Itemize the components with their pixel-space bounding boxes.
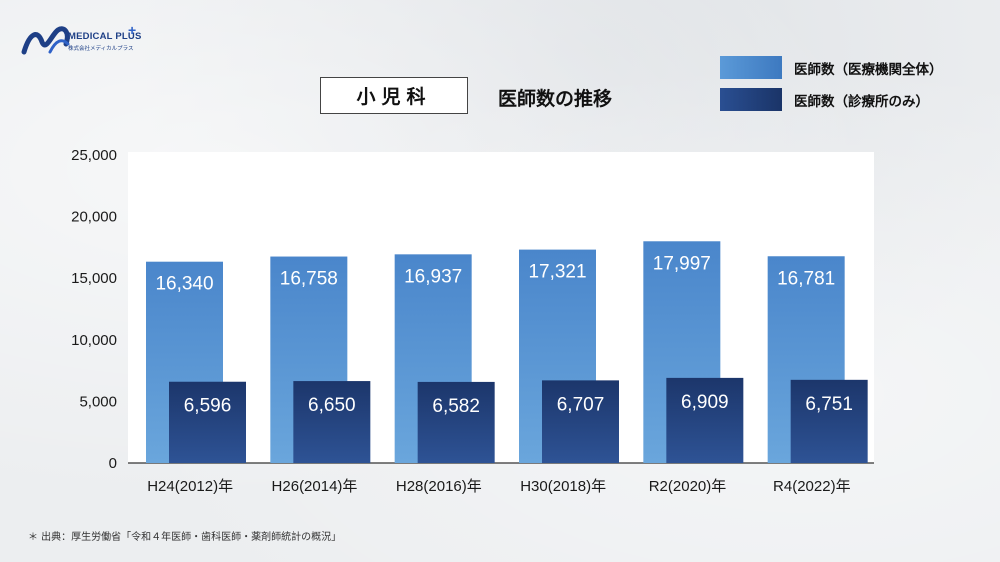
value-label-overall: 17,321: [528, 262, 586, 283]
bar-clinic: [542, 380, 619, 463]
bar-clinic: [790, 379, 868, 463]
legend-swatch-clinic: [720, 88, 782, 111]
x-tick-label: H24(2012)年: [147, 478, 233, 495]
value-label-clinic: 6,582: [432, 396, 480, 417]
logo-subtitle: 株式会社メディカルプラス: [68, 46, 134, 52]
x-tick-label: H26(2014)年: [272, 478, 358, 495]
bar-clinic: [666, 377, 744, 463]
value-label-overall: 16,781: [777, 268, 835, 289]
value-label-clinic: 6,596: [184, 396, 232, 417]
value-label-overall: 16,937: [404, 266, 462, 287]
value-label-overall: 17,997: [653, 253, 711, 274]
logo-plus: +: [128, 22, 137, 38]
value-label-overall: 16,340: [155, 274, 213, 295]
chart-title: 医師数の推移: [498, 88, 613, 110]
y-tick-label: 25,000: [71, 147, 117, 164]
value-label-clinic: 6,751: [805, 394, 853, 415]
logo-name: MEDICAL PLUS: [68, 31, 142, 42]
bar-clinic: [169, 381, 246, 463]
value-label-clinic: 6,650: [308, 395, 356, 416]
legend-item-clinic: 医師数（診療所のみ）: [720, 88, 929, 111]
source-note: ＊ 出典：厚生労働省「令和４年医師・歯科医師・薬剤師統計の概況」: [28, 532, 342, 543]
bar-clinic: [417, 381, 495, 463]
value-label-overall: 16,758: [280, 269, 338, 290]
legend-label-overall: 医師数（医療機関全体）: [794, 61, 943, 78]
department-label: 小児科: [320, 77, 468, 114]
bar-clinic: [293, 381, 371, 463]
legend-swatch-overall: [720, 56, 782, 79]
value-label-clinic: 6,707: [557, 394, 605, 415]
plot-area: [128, 152, 874, 463]
y-tick-label: 0: [109, 455, 117, 472]
y-tick-label: 10,000: [71, 332, 117, 349]
y-tick-label: 5,000: [79, 393, 117, 410]
y-tick-label: 20,000: [71, 209, 117, 226]
x-tick-label: H30(2018)年: [520, 478, 606, 495]
value-label-clinic: 6,909: [681, 392, 729, 413]
legend-item-overall: 医師数（医療機関全体）: [720, 56, 943, 79]
y-tick-label: 15,000: [71, 270, 117, 287]
x-tick-label: R4(2022)年: [773, 478, 851, 495]
medical-plus-logo-mark: [21, 26, 70, 55]
x-tick-label: R2(2020)年: [649, 478, 727, 495]
legend-label-clinic: 医師数（診療所のみ）: [794, 93, 929, 110]
x-tick-label: H28(2016)年: [396, 478, 482, 495]
